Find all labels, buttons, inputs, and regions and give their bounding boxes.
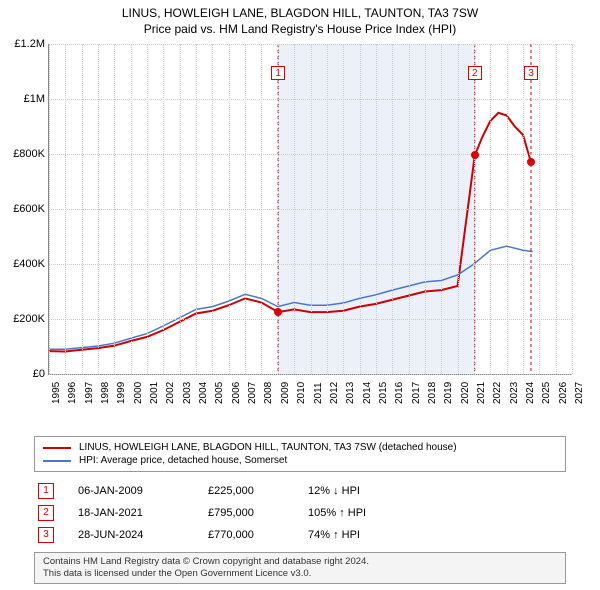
legend-swatch xyxy=(43,460,71,462)
callout-1: 1 xyxy=(271,66,285,80)
legend-label: LINUS, HOWLEIGH LANE, BLAGDON HILL, TAUN… xyxy=(79,442,457,453)
x-axis-label: 2015 xyxy=(378,382,389,404)
plot-area: 1 2 3 xyxy=(48,44,572,375)
x-axis-label: 2007 xyxy=(247,382,258,404)
event-date: 28-JUN-2024 xyxy=(78,529,208,541)
x-axis-label: 2022 xyxy=(492,382,503,404)
event-idx: 1 xyxy=(38,483,54,499)
series-line xyxy=(49,113,531,352)
x-axis-label: 2004 xyxy=(198,382,209,404)
event-pct: 105% ↑ HPI xyxy=(308,507,428,519)
x-axis-label: 2020 xyxy=(460,382,471,404)
x-axis-label: 2000 xyxy=(133,382,144,404)
x-axis-label: 1995 xyxy=(51,382,62,404)
x-axis-label: 2012 xyxy=(329,382,340,404)
x-axis-label: 2025 xyxy=(541,382,552,404)
y-axis-label: £200K xyxy=(13,313,45,325)
event-idx: 2 xyxy=(38,505,54,521)
x-axis-label: 2008 xyxy=(263,382,274,404)
x-axis-label: 2018 xyxy=(427,382,438,404)
event-date: 18-JAN-2021 xyxy=(78,507,208,519)
x-axis-label: 2006 xyxy=(231,382,242,404)
x-axis-label: 2011 xyxy=(313,382,324,404)
x-axis-label: 2023 xyxy=(509,382,520,404)
chart-frame: LINUS, HOWLEIGH LANE, BLAGDON HILL, TAUN… xyxy=(0,0,600,590)
x-axis-label: 2009 xyxy=(280,382,291,404)
event-price: £770,000 xyxy=(208,529,308,541)
x-axis-label: 2014 xyxy=(362,382,373,404)
price-marker xyxy=(274,308,282,316)
price-marker xyxy=(471,151,479,159)
x-axis-label: 2010 xyxy=(296,382,307,404)
x-axis-label: 1997 xyxy=(84,382,95,404)
price-marker xyxy=(527,158,535,166)
title-line2: Price paid vs. HM Land Registry's House … xyxy=(0,22,600,36)
legend-swatch xyxy=(43,447,71,449)
titles: LINUS, HOWLEIGH LANE, BLAGDON HILL, TAUN… xyxy=(0,0,600,36)
y-axis-label: £1.2M xyxy=(14,38,45,50)
legend-label: HPI: Average price, detached house, Some… xyxy=(79,455,287,466)
legend: LINUS, HOWLEIGH LANE, BLAGDON HILL, TAUN… xyxy=(34,436,566,472)
footer-line2: This data is licensed under the Open Gov… xyxy=(43,568,557,580)
legend-row: LINUS, HOWLEIGH LANE, BLAGDON HILL, TAUN… xyxy=(43,441,557,454)
title-line1: LINUS, HOWLEIGH LANE, BLAGDON HILL, TAUN… xyxy=(0,6,600,20)
y-axis-label: £1M xyxy=(24,93,45,105)
callout-2: 2 xyxy=(468,66,482,80)
x-axis-label: 1998 xyxy=(100,382,111,404)
event-row: 1 06-JAN-2009£225,00012% ↓ HPI xyxy=(34,480,566,502)
event-price: £795,000 xyxy=(208,507,308,519)
footer-line1: Contains HM Land Registry data © Crown c… xyxy=(43,556,557,568)
legend-row: HPI: Average price, detached house, Some… xyxy=(43,454,557,467)
x-axis-label: 2013 xyxy=(345,382,356,404)
event-date: 06-JAN-2009 xyxy=(78,485,208,497)
event-row: 2 18-JAN-2021£795,000105% ↑ HPI xyxy=(34,502,566,524)
x-axis-label: 1999 xyxy=(116,382,127,404)
footer: Contains HM Land Registry data © Crown c… xyxy=(34,552,566,584)
x-axis-label: 2024 xyxy=(525,382,536,404)
y-axis-label: £0 xyxy=(33,368,45,380)
x-axis-label: 2016 xyxy=(394,382,405,404)
y-axis-label: £800K xyxy=(13,148,45,160)
x-axis-label: 2021 xyxy=(476,382,487,404)
x-axis-label: 1996 xyxy=(67,382,78,404)
event-row: 3 28-JUN-2024£770,00074% ↑ HPI xyxy=(34,524,566,546)
callout-3: 3 xyxy=(524,66,538,80)
event-price: £225,000 xyxy=(208,485,308,497)
x-axis-label: 2003 xyxy=(182,382,193,404)
event-idx: 3 xyxy=(38,527,54,543)
y-axis-label: £600K xyxy=(13,203,45,215)
event-pct: 74% ↑ HPI xyxy=(308,529,428,541)
x-axis-label: 2027 xyxy=(574,382,585,404)
events-table: 1 06-JAN-2009£225,00012% ↓ HPI 2 18-JAN-202… xyxy=(34,480,566,546)
x-axis-label: 2005 xyxy=(214,382,225,404)
x-axis-label: 2017 xyxy=(411,382,422,404)
x-axis-label: 2002 xyxy=(165,382,176,404)
x-axis-label: 2019 xyxy=(443,382,454,404)
y-axis-label: £400K xyxy=(13,258,45,270)
x-axis-label: 2026 xyxy=(558,382,569,404)
x-axis-label: 2001 xyxy=(149,382,160,404)
event-pct: 12% ↓ HPI xyxy=(308,485,428,497)
